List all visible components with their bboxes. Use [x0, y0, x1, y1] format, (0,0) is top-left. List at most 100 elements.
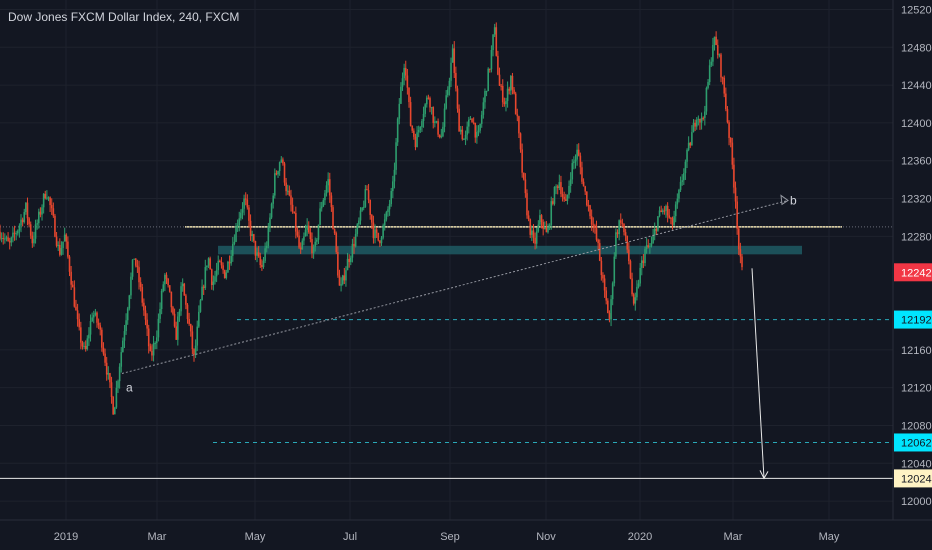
candle	[113, 406, 116, 415]
candle	[178, 308, 181, 322]
candle	[47, 196, 50, 202]
candle	[392, 175, 394, 199]
candle	[366, 185, 368, 191]
candle	[718, 53, 721, 58]
candle	[257, 246, 260, 258]
candle	[215, 262, 218, 283]
candle	[548, 223, 551, 231]
candle	[146, 313, 148, 336]
candle	[183, 282, 186, 296]
candle	[652, 229, 654, 244]
candle	[220, 257, 223, 269]
candle	[607, 298, 609, 314]
candle	[46, 190, 48, 200]
candle	[50, 198, 53, 215]
candle	[424, 103, 426, 118]
candle	[270, 202, 273, 220]
candle	[647, 239, 650, 249]
candle	[159, 302, 161, 324]
candle	[345, 266, 347, 287]
candle	[348, 254, 350, 268]
candle	[288, 185, 291, 197]
candle	[521, 143, 523, 178]
candle	[233, 234, 236, 246]
candle	[650, 236, 653, 248]
candle	[91, 312, 93, 323]
candle	[136, 259, 139, 273]
candle	[670, 216, 672, 225]
candle	[168, 285, 171, 293]
candle	[346, 252, 349, 271]
candle	[495, 22, 498, 57]
candle	[261, 259, 263, 271]
candle	[262, 256, 265, 269]
candle	[395, 138, 397, 175]
candle	[217, 255, 220, 275]
candle	[683, 168, 685, 185]
candle	[694, 119, 696, 132]
candle	[173, 308, 176, 328]
candle	[603, 274, 606, 298]
candle	[29, 221, 32, 239]
price-axis[interactable]: 12000 12040 12080 12120 12160 12280 12320 12360…	[901, 4, 932, 508]
candle	[99, 322, 102, 336]
candle	[468, 116, 470, 134]
candle	[44, 190, 47, 200]
candle	[76, 303, 79, 327]
time-tick-label: May	[245, 531, 266, 543]
candle	[524, 173, 527, 198]
time-tick-label: Sep	[440, 531, 460, 543]
candle	[552, 197, 554, 206]
candle	[332, 204, 334, 230]
candle	[668, 209, 671, 219]
candle	[10, 236, 13, 247]
candle	[139, 277, 142, 292]
candle	[225, 269, 228, 280]
candle	[338, 269, 341, 286]
candle	[240, 209, 242, 221]
candle	[41, 204, 43, 221]
projection-arrow[interactable]	[751, 268, 765, 479]
candle	[34, 219, 37, 244]
annotation-a: a	[126, 380, 133, 394]
candle	[131, 259, 134, 280]
price-tick-label: 12360	[901, 156, 932, 168]
candle	[594, 223, 596, 234]
candle	[267, 222, 270, 249]
candle	[212, 275, 215, 291]
candle	[238, 211, 241, 232]
candle	[320, 201, 323, 212]
trendline-a-b[interactable]	[121, 199, 789, 374]
candle	[143, 298, 145, 316]
candle	[57, 241, 59, 251]
candle	[256, 247, 258, 263]
candle	[413, 128, 415, 140]
price-tick-label: 12400	[901, 118, 932, 130]
svg-text:12242: 12242	[901, 267, 932, 279]
candle	[68, 255, 71, 277]
candle	[157, 313, 160, 342]
candle	[81, 340, 84, 350]
time-axis[interactable]: 2019 Mar May Jul Sep Nov 2020 Mar May	[54, 531, 840, 543]
candle	[193, 348, 195, 362]
candle	[265, 241, 268, 253]
candle	[564, 193, 567, 201]
candle	[605, 287, 608, 305]
candle	[319, 202, 321, 226]
candle	[581, 161, 583, 185]
candle	[223, 269, 226, 279]
projection-arrowhead	[759, 470, 769, 480]
price-tag: 12062	[894, 433, 932, 452]
candle	[181, 278, 184, 292]
candle	[628, 242, 630, 265]
candle	[539, 209, 541, 227]
candle	[330, 192, 333, 212]
candle	[151, 344, 153, 361]
candle	[191, 325, 194, 355]
candle	[476, 125, 478, 144]
candle	[414, 133, 417, 151]
candle	[519, 132, 522, 153]
candle	[673, 210, 675, 227]
candle	[637, 279, 640, 289]
